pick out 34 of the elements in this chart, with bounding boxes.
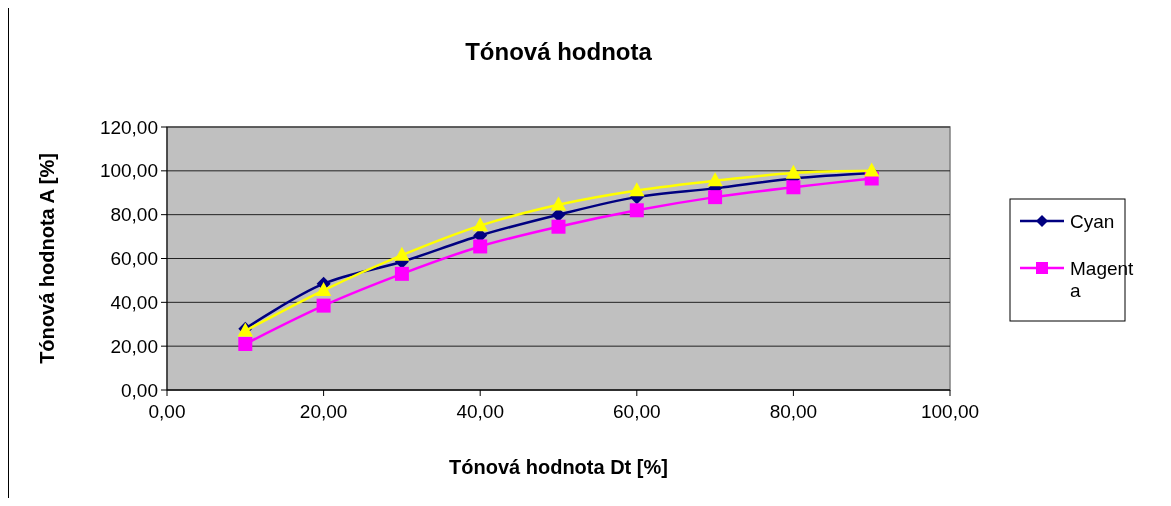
y-tick-label: 120,00 (99, 116, 158, 138)
chart-title: Tónová hodnota (465, 38, 653, 65)
point (472, 217, 488, 232)
y-tick-label: 40,00 (110, 291, 158, 313)
x-tick-label: 40,00 (456, 401, 504, 422)
x-tick-label: 20,00 (299, 401, 348, 422)
y-tick-label: 60,00 (110, 248, 158, 270)
point (707, 172, 723, 187)
x-tick-label: 0,00 (148, 401, 186, 422)
point (238, 336, 253, 351)
point (708, 190, 723, 205)
y-axis-title: Tónová hodnota A [%] (36, 153, 58, 364)
point (550, 196, 567, 211)
legend-label: Cyan (1070, 210, 1115, 232)
point (629, 182, 645, 197)
point (786, 180, 801, 195)
y-tick-label: 0,00 (121, 379, 158, 401)
x-axis-title: Tónová hodnota Dt [%] (449, 456, 668, 478)
x-tick-label: 100,00 (920, 401, 980, 422)
point (315, 281, 332, 296)
point (316, 298, 331, 313)
legend-label: Magenta (1070, 257, 1135, 301)
y-tick-label: 100,00 (99, 160, 158, 182)
point (394, 266, 409, 281)
y-tick-label: 80,00 (110, 204, 158, 226)
point (473, 239, 488, 254)
point (629, 203, 644, 218)
point (864, 162, 880, 177)
point (785, 164, 802, 179)
x-tick-label: 60,00 (613, 401, 661, 422)
x-tick-label: 80,00 (769, 401, 818, 422)
point (551, 219, 566, 234)
point (394, 246, 410, 261)
y-tick-label: 20,00 (110, 335, 158, 357)
